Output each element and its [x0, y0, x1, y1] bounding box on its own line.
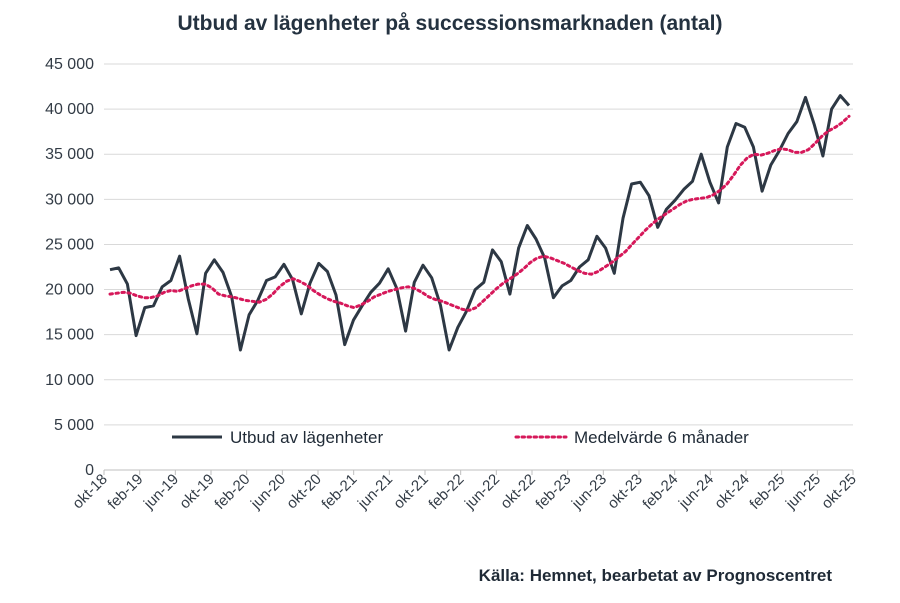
- x-tick-label: jun-19: [140, 471, 182, 513]
- legend-label-medelvarde: Medelvärde 6 månader: [574, 428, 749, 447]
- y-tick-label: 40 000: [45, 101, 94, 118]
- x-tick-label: jun-23: [568, 471, 610, 513]
- x-tick-label: okt-24: [711, 471, 753, 513]
- y-tick-label: 20 000: [45, 282, 94, 299]
- x-tick-label: feb-22: [425, 471, 467, 513]
- x-tick-label: jun-22: [461, 471, 503, 513]
- legend-label-utbud: Utbud av lägenheter: [230, 428, 383, 447]
- y-tick-label: 0: [85, 462, 94, 479]
- x-tick-label: jun-21: [354, 471, 396, 513]
- x-tick-label: feb-23: [532, 471, 574, 513]
- x-tick-label: okt-21: [390, 471, 432, 513]
- x-tick-label: feb-20: [211, 471, 253, 513]
- x-tick-label: feb-25: [746, 471, 788, 513]
- x-tick-label: jun-20: [247, 471, 289, 513]
- y-tick-label: 45 000: [45, 56, 94, 73]
- y-tick-label: 10 000: [45, 372, 94, 389]
- x-tick-label: feb-24: [639, 471, 681, 513]
- x-tick-label: feb-19: [104, 471, 146, 513]
- y-tick-label: 15 000: [45, 327, 94, 344]
- series-line-medelvarde: [108, 114, 851, 312]
- x-tick-label: okt-20: [283, 471, 325, 513]
- x-tick-label: jun-24: [675, 471, 717, 513]
- x-tick-label: okt-19: [176, 471, 218, 513]
- chart-title: Utbud av lägenheter på successionsmarkna…: [177, 12, 723, 35]
- x-tick-label: okt-22: [497, 471, 539, 513]
- y-tick-label: 30 000: [45, 191, 94, 208]
- y-tick-label: 25 000: [45, 236, 94, 253]
- y-tick-label: 5 000: [54, 417, 94, 434]
- source-note: Källa: Hemnet, bearbetat av Prognoscentr…: [478, 566, 832, 585]
- x-tick-label: okt-25: [818, 471, 860, 513]
- series-line-utbud: [109, 94, 851, 352]
- y-tick-label: 35 000: [45, 146, 94, 163]
- x-tick-label: okt-23: [604, 471, 646, 513]
- x-tick-label: jun-25: [782, 471, 824, 513]
- x-tick-label: feb-21: [318, 471, 360, 513]
